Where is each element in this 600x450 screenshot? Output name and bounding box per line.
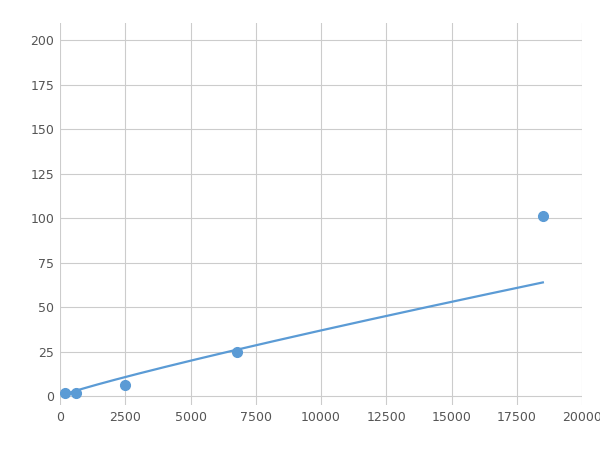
Point [71, 389, 80, 396]
Point [61, 389, 70, 396]
Point [538, 213, 548, 220]
Point [233, 348, 242, 355]
Point [121, 382, 130, 389]
